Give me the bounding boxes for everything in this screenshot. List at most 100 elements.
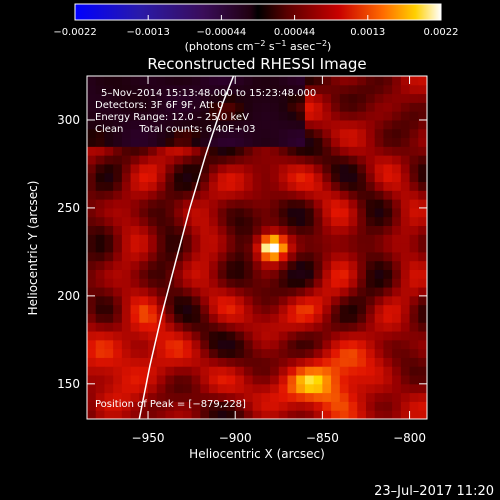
heatmap-cell	[104, 146, 114, 156]
heatmap-cell	[339, 243, 350, 253]
heatmap-cell	[374, 260, 384, 270]
heatmap-cell	[400, 119, 411, 130]
heatmap-cell	[217, 172, 227, 183]
heatmap-cell	[252, 207, 262, 218]
heatmap-cell	[209, 322, 219, 332]
heatmap-cell	[95, 137, 105, 147]
heatmap-cell	[87, 375, 97, 385]
heatmap-cell	[270, 269, 280, 279]
heatmap-cell	[200, 93, 210, 103]
heatmap-cell	[200, 216, 210, 227]
heatmap-cell	[322, 295, 332, 306]
heatmap-cell	[374, 119, 384, 130]
heatmap-cell	[217, 357, 227, 367]
heatmap-cell	[148, 322, 158, 332]
heatmap-cell	[191, 102, 201, 112]
heatmap-cell	[296, 392, 306, 402]
heatmap-cell	[165, 392, 175, 402]
heatmap-cell	[87, 313, 97, 323]
x-tick-label: −800	[393, 431, 426, 445]
heatmap-cell	[113, 410, 123, 419]
heatmap-cell	[113, 190, 123, 200]
heatmap-cell	[182, 84, 193, 95]
heatmap-cell	[357, 93, 367, 103]
heatmap-cell	[270, 410, 280, 419]
heatmap-cell	[331, 216, 341, 227]
heatmap-cell	[331, 84, 341, 95]
heatmap-cell	[191, 146, 201, 156]
heatmap-cell	[139, 111, 149, 121]
heatmap-cell	[121, 163, 132, 174]
heatmap-cell	[156, 137, 166, 147]
heatmap-cell	[270, 287, 280, 297]
heatmap-cell	[313, 357, 323, 367]
heatmap-cell	[182, 295, 193, 306]
heatmap-cell	[348, 172, 358, 183]
heatmap-cell	[113, 251, 123, 262]
heatmap-cell	[331, 410, 341, 419]
heatmap-cell	[252, 410, 262, 419]
heatmap-cell	[252, 225, 262, 235]
heatmap-cell	[287, 137, 297, 147]
heatmap-cell	[148, 295, 158, 306]
heatmap-cell	[261, 260, 271, 270]
heatmap-cell	[121, 251, 132, 262]
heatmap-cell	[261, 401, 271, 411]
heatmap-cell	[235, 199, 245, 209]
heatmap-cell	[270, 366, 280, 376]
heatmap-cell	[252, 93, 262, 103]
heatmap-cell	[392, 172, 402, 183]
heatmap-cell	[209, 84, 219, 95]
heatmap-cell	[87, 111, 97, 121]
heatmap-cell	[374, 76, 384, 86]
heatmap-cell	[392, 128, 402, 139]
heatmap-cell	[313, 84, 323, 95]
heatmap-cell	[191, 287, 201, 297]
heatmap-cell	[348, 234, 358, 244]
heatmap-cell	[200, 119, 210, 130]
heatmap-cell	[226, 155, 236, 165]
heatmap-cell	[418, 278, 427, 288]
heatmap-cell	[226, 243, 236, 253]
heatmap-cell	[400, 304, 411, 314]
heatmap-cell	[339, 410, 350, 419]
heatmap-cell	[313, 234, 323, 244]
heatmap-cell	[104, 111, 114, 121]
heatmap-cell	[95, 199, 105, 209]
heatmap-cell	[191, 155, 201, 165]
heatmap-cell	[357, 304, 367, 314]
heatmap-cell	[313, 269, 323, 279]
heatmap-cell	[95, 304, 105, 314]
heatmap-cell	[182, 163, 193, 174]
heatmap-cell	[339, 313, 350, 323]
heatmap-cell	[383, 331, 393, 341]
heatmap-cell	[87, 199, 97, 209]
heatmap-cell	[304, 76, 315, 86]
heatmap-cell	[156, 304, 166, 314]
heatmap-cell	[348, 401, 358, 411]
heatmap-cell	[313, 331, 323, 341]
heatmap-cell	[339, 322, 350, 332]
heatmap-cell	[200, 375, 210, 385]
heatmap-cell	[287, 260, 297, 270]
heatmap-cell	[261, 357, 271, 367]
heatmap-cell	[348, 313, 358, 323]
heatmap-cell	[374, 155, 384, 165]
heatmap-cell	[191, 137, 201, 147]
heatmap-cell	[217, 102, 227, 112]
heatmap-cell	[139, 383, 149, 394]
heatmap-cell	[304, 243, 315, 253]
heatmap-cell	[148, 313, 158, 323]
heatmap-cell	[156, 287, 166, 297]
heatmap-cell	[200, 243, 210, 253]
heatmap-cell	[392, 93, 402, 103]
heatmap-cell	[400, 401, 411, 411]
heatmap-cell	[252, 357, 262, 367]
heatmap-cell	[165, 216, 175, 227]
heatmap-cell	[200, 102, 210, 112]
heatmap-cell	[95, 216, 105, 227]
heatmap-cell	[87, 225, 97, 235]
heatmap-cell	[331, 93, 341, 103]
heatmap-cell	[243, 401, 254, 411]
